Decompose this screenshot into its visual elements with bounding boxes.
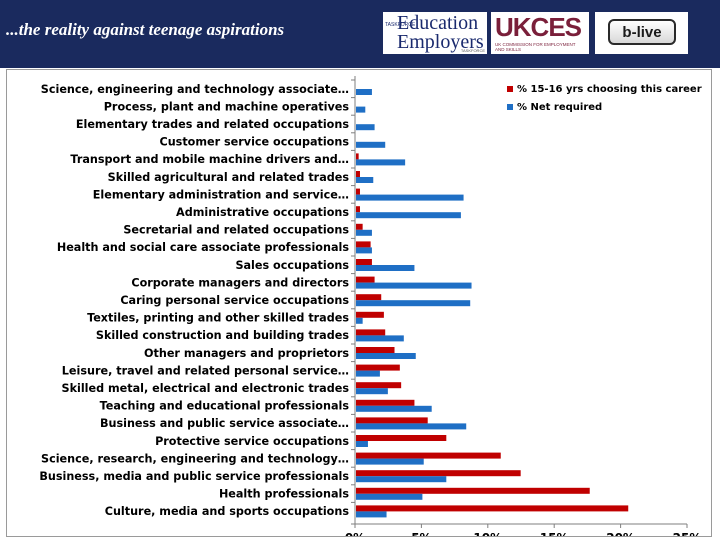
ukces-logo-sub: UK COMMISSION FOR EMPLOYMENT AND SKILLS [495,42,576,52]
legend-swatch [507,104,513,110]
bar-choosing-career [356,206,360,213]
x-tick-label: 15% [540,531,569,536]
category-label: Health and social care associate profess… [57,241,349,254]
blive-logo-label: b-live [622,24,662,41]
category-label: Skilled agricultural and related trades [108,171,350,184]
category-label: Corporate managers and directors [131,276,349,289]
bar-net-required [356,124,375,131]
education-employers-logo-sub: TASKFORCE [460,48,485,53]
category-label: Health professionals [219,488,349,501]
bar-net-required [356,159,406,166]
ukces-logo-mark: UKCES [495,12,582,42]
slide-header: ...the reality against teenage aspiratio… [0,0,720,68]
category-label: Skilled construction and building trades [96,329,349,342]
bar-net-required [356,423,467,430]
category-label: Administrative occupations [176,206,349,219]
x-tick-label: 25% [673,531,702,536]
bar-choosing-career [356,241,371,248]
bar-net-required [356,493,423,500]
category-label: Process, plant and machine operatives [104,100,350,113]
bar-net-required [356,353,416,359]
bar-net-required [356,247,372,254]
category-label: Business and public service associate… [100,417,349,430]
category-label: Leisure, travel and related personal ser… [62,364,349,377]
category-label: Business, media and public service profe… [39,470,349,483]
bar-net-required [356,511,387,518]
bar-net-required [356,141,386,148]
category-label: Science, engineering and technology asso… [41,83,349,96]
bar-choosing-career [356,435,447,441]
bar-choosing-career [356,364,400,371]
bar-net-required [356,265,415,271]
bar-net-required [356,106,366,113]
legend-label: % Net required [517,102,602,113]
bar-net-required [356,317,363,324]
bar-choosing-career [356,329,386,336]
category-label: Secretarial and related occupations [123,224,349,237]
x-tick-label: 0% [345,531,365,536]
slide-title: ...the reality against teenage aspiratio… [6,20,285,39]
category-label: Other managers and proprietors [144,347,349,360]
category-label: Science, research, engineering and techn… [41,452,349,465]
education-employers-logo-line1: Education [397,12,479,34]
education-employers-logo-mark: TASKFORCE [385,22,416,28]
legend-swatch [507,86,513,92]
category-label: Teaching and educational professionals [100,400,350,413]
category-label: Transport and mobile machine drivers and… [70,153,349,166]
bar-choosing-career [356,223,363,230]
bar-choosing-career [356,276,375,283]
category-label: Skilled metal, electrical and electronic… [62,382,350,395]
blive-logo-pill: b-live [608,19,676,45]
x-tick-label: 20% [606,531,635,536]
chart-frame: Science, engineering and technology asso… [6,69,712,537]
category-label: Elementary administration and service… [93,188,349,201]
x-tick-label: 5% [411,531,431,536]
bar-choosing-career [356,188,360,195]
ukces-logo: UKCES UK COMMISSION FOR EMPLOYMENT AND S… [491,12,589,54]
bar-net-required [356,212,461,219]
bar-choosing-career [356,452,501,459]
legend-label: % 15-16 yrs choosing this career [517,84,702,95]
bar-net-required [356,282,472,289]
category-label: Protective service occupations [155,435,349,448]
bar-choosing-career [356,382,402,389]
bar-choosing-career [356,311,384,318]
bar-net-required [356,177,374,183]
bar-choosing-career [356,171,360,177]
bar-choosing-career [356,487,590,494]
bar-net-required [356,335,404,342]
bar-net-required [356,89,372,95]
education-employers-logo-line2: Employers [397,31,484,53]
bar-choosing-career [356,505,629,512]
x-tick-label: 10% [473,531,502,536]
bar-net-required [356,476,447,483]
bar-choosing-career [356,153,359,160]
bar-net-required [356,370,380,377]
bar-chart: Science, engineering and technology asso… [39,76,702,536]
bar-net-required [356,458,424,465]
bar-choosing-career [356,470,521,477]
bar-choosing-career [356,417,428,424]
category-label: Caring personal service occupations [120,294,349,307]
bar-net-required [356,194,464,201]
bar-net-required [356,229,372,236]
bar-choosing-career [356,294,382,301]
category-label: Customer service occupations [160,136,350,149]
category-label: Sales occupations [235,259,349,272]
category-label: Culture, media and sports occupations [105,505,350,518]
category-label: Textiles, printing and other skilled tra… [87,312,349,325]
bar-net-required [356,388,388,395]
bar-net-required [356,405,432,412]
bar-net-required [356,300,471,307]
bar-net-required [356,441,368,447]
education-employers-logo: TASKFORCE Education Employers TASKFORCE [383,12,487,54]
category-label: Elementary trades and related occupation… [76,118,349,131]
bar-choosing-career [356,399,415,406]
bar-choosing-career [356,259,372,265]
blive-logo: b-live [595,12,688,54]
bar-choosing-career [356,347,395,353]
